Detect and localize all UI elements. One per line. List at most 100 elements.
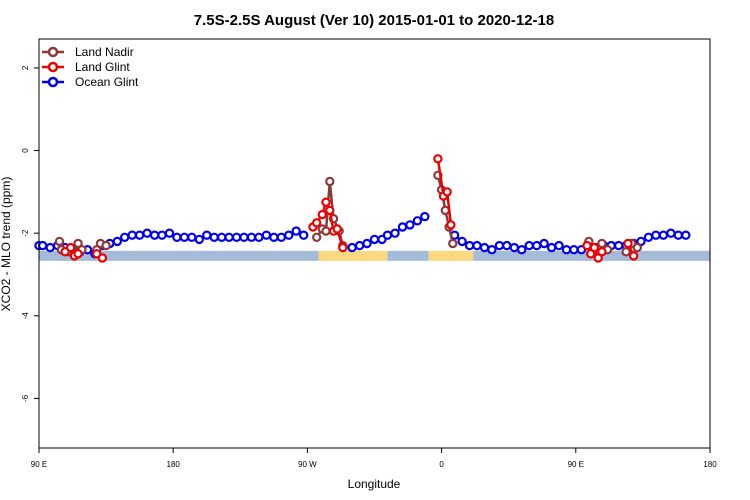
data-point-ocean-glint [194, 234, 204, 245]
data-point-ocean-glint [681, 230, 691, 240]
data-point-ocean-glint [45, 242, 55, 253]
data-point-ocean-glint [643, 232, 654, 242]
data-point-ocean-glint [284, 230, 294, 240]
data-point-ocean-glint [539, 238, 549, 249]
data-point-ocean-glint [261, 230, 272, 240]
data-point-ocean-glint [224, 232, 234, 242]
data-point-land-glint [433, 154, 443, 164]
data-point-ocean-glint [666, 228, 676, 238]
data-point-ocean-glint [658, 230, 669, 240]
data-point-ocean-glint [276, 232, 286, 242]
data-point-ocean-glint [291, 226, 301, 236]
data-point-ocean-glint [397, 222, 408, 232]
data-point-ocean-glint [390, 228, 400, 238]
series-line-land-nadir [58, 174, 639, 256]
y-tick-label: -2 [21, 229, 30, 237]
plot-frame [38, 38, 711, 449]
data-point-ocean-glint [546, 242, 557, 253]
data-point-ocean-glint [509, 242, 519, 253]
legend-swatch-marker [47, 76, 59, 88]
data-point-ocean-glint [464, 240, 475, 251]
legend-swatch-marker [47, 61, 59, 73]
x-tick-label: 90 E [31, 460, 47, 469]
data-point-land-glint [589, 242, 600, 253]
data-point-ocean-glint [172, 232, 182, 242]
x-tick-label: 180 [167, 460, 181, 469]
data-point-land-glint [582, 240, 592, 251]
data-point-land-nadir [448, 238, 458, 249]
y-axis-label: XCO2 - MLO trend (ppm) [0, 177, 13, 312]
legend-label: Land Nadir [75, 45, 134, 59]
data-point-ocean-glint [517, 244, 527, 255]
data-point-ocean-glint [354, 240, 365, 251]
legend-label: Land Glint [75, 60, 130, 74]
data-point-land-glint [623, 238, 633, 249]
x-tick-label: 90 E [568, 460, 584, 469]
data-point-land-glint [312, 218, 322, 228]
legend-item: Ocean Glint [42, 75, 139, 89]
data-point-ocean-glint [38, 240, 48, 251]
x-tick-label: 90 W [298, 460, 317, 469]
data-point-land-nadir [632, 242, 643, 253]
data-point-ocean-glint [554, 240, 564, 251]
y-tick-label: 2 [21, 65, 30, 70]
data-point-land-glint [325, 205, 335, 216]
data-point-ocean-glint [673, 230, 684, 240]
data-point-land-glint [442, 187, 452, 197]
data-point-ocean-glint [299, 230, 309, 240]
data-point-land-glint [446, 220, 456, 230]
data-point-land-nadir [325, 176, 335, 187]
data-point-ocean-glint [246, 232, 257, 242]
data-point-ocean-glint [569, 244, 579, 255]
data-point-ocean-glint [532, 240, 542, 251]
data-point-ocean-glint [149, 230, 160, 240]
data-point-ocean-glint [362, 238, 372, 249]
data-point-ocean-glint [457, 236, 467, 247]
data-point-ocean-glint [614, 240, 624, 251]
x-axis-ticks: 90 E 180 90 W 0 90 E 180 [31, 448, 717, 469]
data-point-land-glint [317, 209, 327, 220]
legend-swatch-marker [47, 46, 59, 58]
data-point-land-nadir [597, 238, 607, 249]
series-land-glint [60, 154, 639, 263]
data-point-ocean-glint [187, 232, 197, 242]
y-tick-label: -6 [21, 394, 30, 402]
data-point-land-nadir [101, 240, 111, 251]
data-point-land-glint [628, 251, 639, 261]
x-tick-label: 0 [439, 460, 444, 469]
data-point-ocean-glint [502, 240, 512, 251]
legend-label: Ocean Glint [75, 75, 139, 89]
data-point-ocean-glint [127, 230, 137, 240]
data-point-land-glint [321, 197, 331, 207]
legend-item: Land Nadir [42, 45, 134, 59]
data-point-ocean-glint [202, 230, 212, 240]
data-point-ocean-glint [254, 232, 264, 242]
data-point-ocean-glint [369, 234, 380, 245]
data-point-ocean-glint [209, 232, 219, 242]
data-point-land-nadir [621, 247, 631, 257]
data-point-land-nadir [321, 226, 331, 236]
data-point-ocean-glint [179, 232, 190, 242]
data-point-ocean-glint [382, 230, 393, 240]
data-point-ocean-glint [651, 230, 661, 240]
data-point-ocean-glint [472, 240, 482, 251]
data-point-ocean-glint [216, 232, 227, 242]
data-point-land-glint [73, 249, 83, 259]
x-axis-label: Longitude [348, 477, 401, 491]
data-point-ocean-glint [112, 236, 123, 247]
data-point-ocean-glint [157, 230, 167, 240]
data-point-ocean-glint [269, 232, 279, 242]
data-point-land-glint [97, 253, 108, 263]
y-axis-ticks: 2 0 -2 -4 -6 [21, 65, 39, 402]
data-point-ocean-glint [405, 220, 415, 230]
data-point-ocean-glint [524, 240, 534, 251]
data-point-ocean-glint [494, 240, 505, 251]
data-point-ocean-glint [134, 230, 145, 240]
legend-item: Land Glint [42, 60, 130, 74]
data-point-ocean-glint [479, 242, 490, 253]
chart-title: 7.5S-2.5S August (Ver 10) 2015-01-01 to … [194, 12, 554, 29]
data-point-land-glint [597, 247, 607, 257]
data-point-ocean-glint [561, 244, 572, 255]
